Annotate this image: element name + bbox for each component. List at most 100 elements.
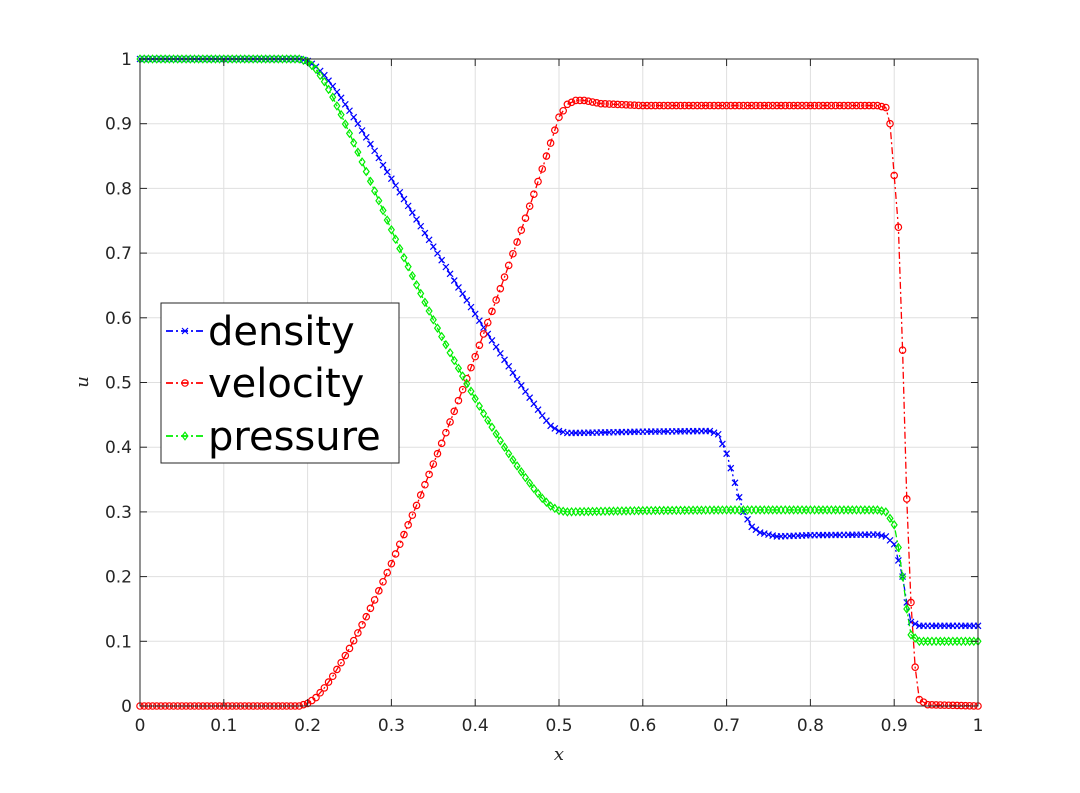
velocity-point	[609, 100, 618, 109]
density-point	[748, 523, 756, 531]
pressure-point	[329, 92, 337, 102]
pressure-point	[538, 493, 546, 504]
density-point	[744, 515, 751, 523]
pressure-point	[873, 505, 882, 515]
velocity-point	[467, 363, 475, 372]
velocity-point	[752, 101, 760, 110]
velocity-point	[328, 672, 337, 681]
velocity-point	[747, 101, 756, 110]
velocity-point	[375, 587, 383, 595]
velocity-point	[580, 96, 588, 105]
pressure-point	[324, 84, 333, 95]
x-tick-label: 1	[973, 716, 984, 736]
pressure-point	[350, 137, 358, 148]
pressure-point	[417, 288, 425, 299]
pressure-point	[492, 429, 500, 439]
pressure-point	[320, 76, 328, 87]
velocity-point	[693, 101, 702, 110]
velocity-point	[722, 101, 731, 110]
velocity-point	[395, 540, 404, 549]
density-point	[400, 195, 408, 203]
velocity-point	[949, 701, 957, 710]
velocity-point	[630, 101, 639, 109]
axis-ticks: 0 0.1 0.2 0.3 0.4 0.5 0.6 0.7 0.8 0.9 1 0 0.1 0.2 0.3 0…	[105, 50, 983, 736]
velocity-point	[739, 101, 748, 110]
velocity-point	[555, 113, 563, 122]
velocity-point	[358, 621, 366, 629]
density-point	[735, 493, 743, 501]
velocity-point	[932, 701, 940, 709]
y-tick-label: 0.2	[105, 568, 132, 588]
x-axis-label: x	[554, 744, 564, 765]
density-point	[731, 479, 739, 487]
density-point	[434, 249, 441, 257]
pressure-point	[555, 505, 563, 516]
velocity-point	[697, 101, 706, 110]
velocity-point	[773, 101, 781, 110]
x-tick-label: 0.8	[797, 716, 824, 736]
density-point	[446, 270, 454, 278]
velocity-point	[559, 106, 567, 115]
legend: density velocity pressure	[160, 302, 400, 464]
velocity-point	[835, 101, 844, 110]
pressure-point	[354, 147, 362, 157]
pressure-point	[425, 306, 433, 316]
velocity-point	[651, 101, 660, 110]
density-point	[442, 263, 450, 271]
x-tick-label: 0.6	[629, 716, 656, 736]
pressure-point	[878, 506, 886, 516]
pressure-point	[400, 252, 408, 263]
velocity-point	[685, 101, 693, 110]
density-point	[551, 425, 559, 432]
pressure-point	[505, 448, 513, 459]
density-point	[413, 216, 420, 223]
velocity-point	[840, 101, 848, 110]
velocity-point	[433, 449, 442, 458]
velocity-point	[622, 101, 630, 109]
legend-label-density: density	[208, 309, 355, 355]
velocity-point	[706, 101, 714, 110]
velocity-point	[689, 101, 697, 110]
velocity-point	[664, 101, 672, 110]
density-point	[346, 107, 353, 115]
density-point	[727, 464, 735, 472]
velocity-point	[890, 171, 899, 180]
velocity-point	[584, 97, 593, 106]
velocity-point	[668, 101, 676, 110]
y-axis-label: u	[72, 376, 93, 388]
velocity-point	[400, 530, 408, 539]
density-point	[547, 422, 555, 430]
legend-marker-density	[181, 327, 189, 335]
density-point	[526, 394, 534, 402]
pressure-point	[509, 455, 517, 465]
velocity-point	[551, 126, 559, 134]
pressure-point	[429, 314, 437, 325]
velocity-point	[936, 701, 945, 709]
pressure-point	[358, 157, 366, 167]
density-point	[425, 236, 433, 244]
velocity-point	[542, 152, 551, 160]
pressure-point	[341, 119, 349, 129]
pressure-point	[404, 261, 412, 272]
density-point	[538, 412, 546, 419]
density-point	[471, 310, 479, 318]
velocity-point	[517, 226, 526, 234]
velocity-point	[743, 101, 752, 110]
y-tick-label: 0.1	[105, 632, 132, 652]
density-point	[455, 283, 462, 291]
pressure-point	[459, 371, 467, 381]
pressure-point	[316, 70, 324, 81]
velocity-point	[488, 307, 496, 316]
density-point	[714, 430, 722, 438]
density-point	[429, 243, 437, 251]
velocity-point	[647, 101, 655, 110]
pressure-point	[911, 633, 919, 643]
velocity-point	[844, 101, 852, 110]
density-series	[136, 55, 982, 630]
density-point	[467, 303, 475, 311]
density-point	[488, 337, 496, 344]
density-point	[408, 209, 416, 217]
density-point	[522, 388, 529, 395]
velocity-point	[928, 701, 936, 709]
velocity-point	[320, 684, 329, 692]
